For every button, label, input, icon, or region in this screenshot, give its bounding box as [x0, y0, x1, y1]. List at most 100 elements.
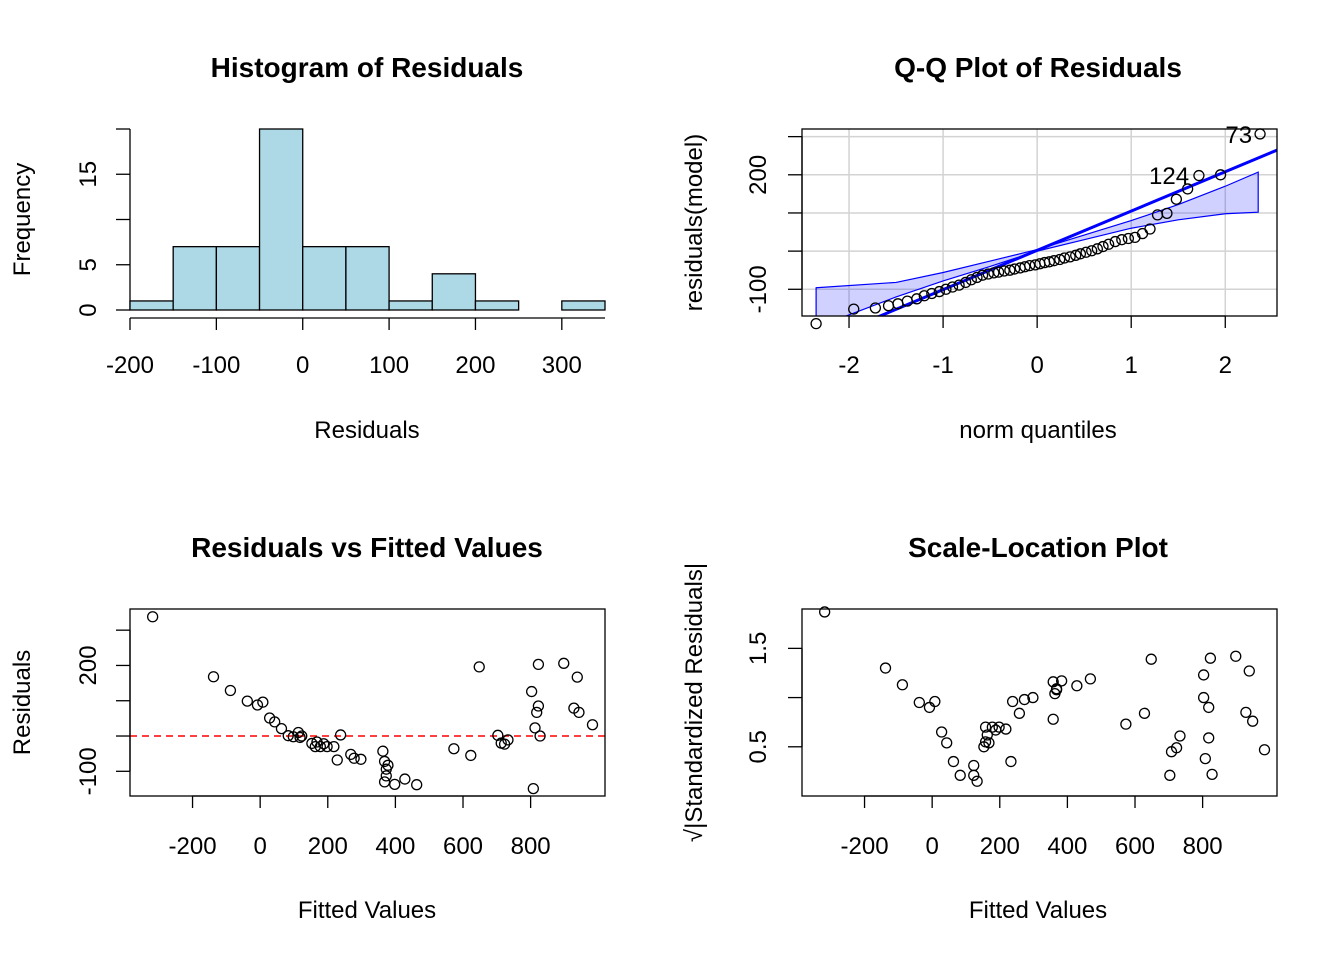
x-axis-label: Fitted Values	[298, 897, 436, 924]
data-point	[314, 740, 326, 753]
x-tick-label: 200	[308, 833, 348, 860]
data-point	[241, 695, 253, 707]
chart-panel-4: Scale-Location Plot Fitted Values √|Standa…	[681, 532, 1278, 924]
data-point	[1199, 752, 1211, 765]
x-tick-label: 0	[925, 833, 938, 860]
data-point	[1197, 669, 1210, 681]
data-point	[1203, 732, 1215, 744]
data-point	[1203, 701, 1215, 714]
histogram-bar	[388, 300, 433, 311]
data-point	[988, 267, 1000, 279]
y-tick-label: 0	[75, 303, 102, 316]
data-point	[993, 721, 1005, 733]
data-point	[1254, 128, 1266, 140]
x-tick-label: -200	[841, 833, 889, 860]
chart-panel-2: Q-Q Plot of Residuals norm quantiles resid…	[681, 52, 1278, 444]
data-point	[275, 722, 288, 735]
data-point	[1084, 673, 1097, 685]
x-tick-label: 0	[1030, 352, 1043, 379]
x-tick-label: 400	[1047, 833, 1087, 860]
data-point	[981, 729, 993, 741]
y-tick-label: 0.5	[745, 730, 772, 763]
histogram-bar	[345, 245, 390, 311]
data-point	[1000, 723, 1012, 735]
histogram-bar	[474, 300, 520, 311]
plot-frame	[801, 128, 1278, 317]
histogram-bar	[215, 245, 261, 311]
x-tick-label: 100	[369, 352, 409, 379]
data-point	[1230, 650, 1242, 662]
x-tick-label: -200	[106, 352, 154, 379]
data-point	[1240, 706, 1252, 718]
data-point	[1064, 251, 1076, 263]
data-point	[1097, 240, 1109, 253]
data-point	[968, 759, 980, 772]
data-point	[1070, 249, 1082, 261]
data-point	[810, 317, 822, 330]
data-point	[380, 770, 392, 782]
data-point	[1006, 695, 1019, 708]
y-tick-label: 15	[75, 161, 102, 188]
data-point	[1080, 246, 1092, 258]
data-point	[378, 776, 391, 788]
data-point	[448, 743, 460, 755]
data-point	[1170, 742, 1183, 754]
data-point	[971, 271, 983, 284]
data-point	[1008, 263, 1021, 275]
chart-title: Q-Q Plot of Residuals	[894, 52, 1182, 83]
chart-title: Histogram of Residuals	[211, 52, 524, 83]
chart-title: Residuals vs Fitted Values	[191, 532, 543, 563]
data-point	[294, 731, 306, 744]
data-point	[979, 721, 992, 733]
y-axis-label: residuals(model)	[681, 134, 708, 311]
y-tick-label: 200	[75, 645, 102, 685]
x-tick-label: 1	[1125, 352, 1138, 379]
data-point	[941, 737, 953, 749]
y-tick-label: 1.5	[745, 632, 772, 665]
confidence-band	[815, 171, 1259, 316]
data-point	[331, 754, 343, 766]
data-point	[321, 740, 333, 753]
data-point	[1145, 653, 1157, 665]
data-point	[345, 748, 357, 761]
data-point	[334, 729, 347, 741]
data-point	[976, 269, 989, 281]
data-point	[532, 658, 545, 671]
histogram-bar	[258, 128, 304, 311]
data-point	[328, 740, 340, 753]
x-tick-label: 0	[253, 833, 266, 860]
data-point	[1102, 238, 1115, 250]
data-point	[389, 778, 401, 791]
data-point	[1043, 256, 1056, 268]
x-tick-label: 0	[296, 352, 309, 379]
y-tick-label: -100	[745, 265, 772, 313]
data-point	[1204, 652, 1217, 664]
data-point	[355, 753, 367, 765]
data-point	[982, 268, 994, 280]
data-point	[1109, 235, 1121, 248]
data-point	[525, 685, 538, 698]
reference-line	[876, 148, 1277, 316]
data-point	[1050, 684, 1063, 696]
data-point	[1258, 744, 1271, 756]
plot-frame	[801, 608, 1278, 797]
x-tick-label: 2	[1219, 352, 1232, 379]
x-tick-label: 600	[1115, 833, 1155, 860]
data-point	[318, 738, 330, 750]
data-point	[534, 730, 546, 742]
data-point	[1074, 248, 1087, 260]
data-point	[947, 755, 960, 768]
data-point	[869, 302, 882, 314]
x-tick-label: -1	[932, 352, 953, 379]
data-point	[954, 769, 966, 781]
data-point	[1004, 264, 1016, 276]
x-tick-label: 200	[455, 352, 495, 379]
histogram-bar	[302, 245, 347, 311]
point-label: 73	[1225, 122, 1252, 149]
data-point	[586, 719, 599, 731]
x-axis-label: Fitted Values	[969, 897, 1107, 924]
data-point	[933, 285, 945, 298]
data-point	[257, 696, 269, 708]
point-label: 124	[1149, 163, 1189, 190]
